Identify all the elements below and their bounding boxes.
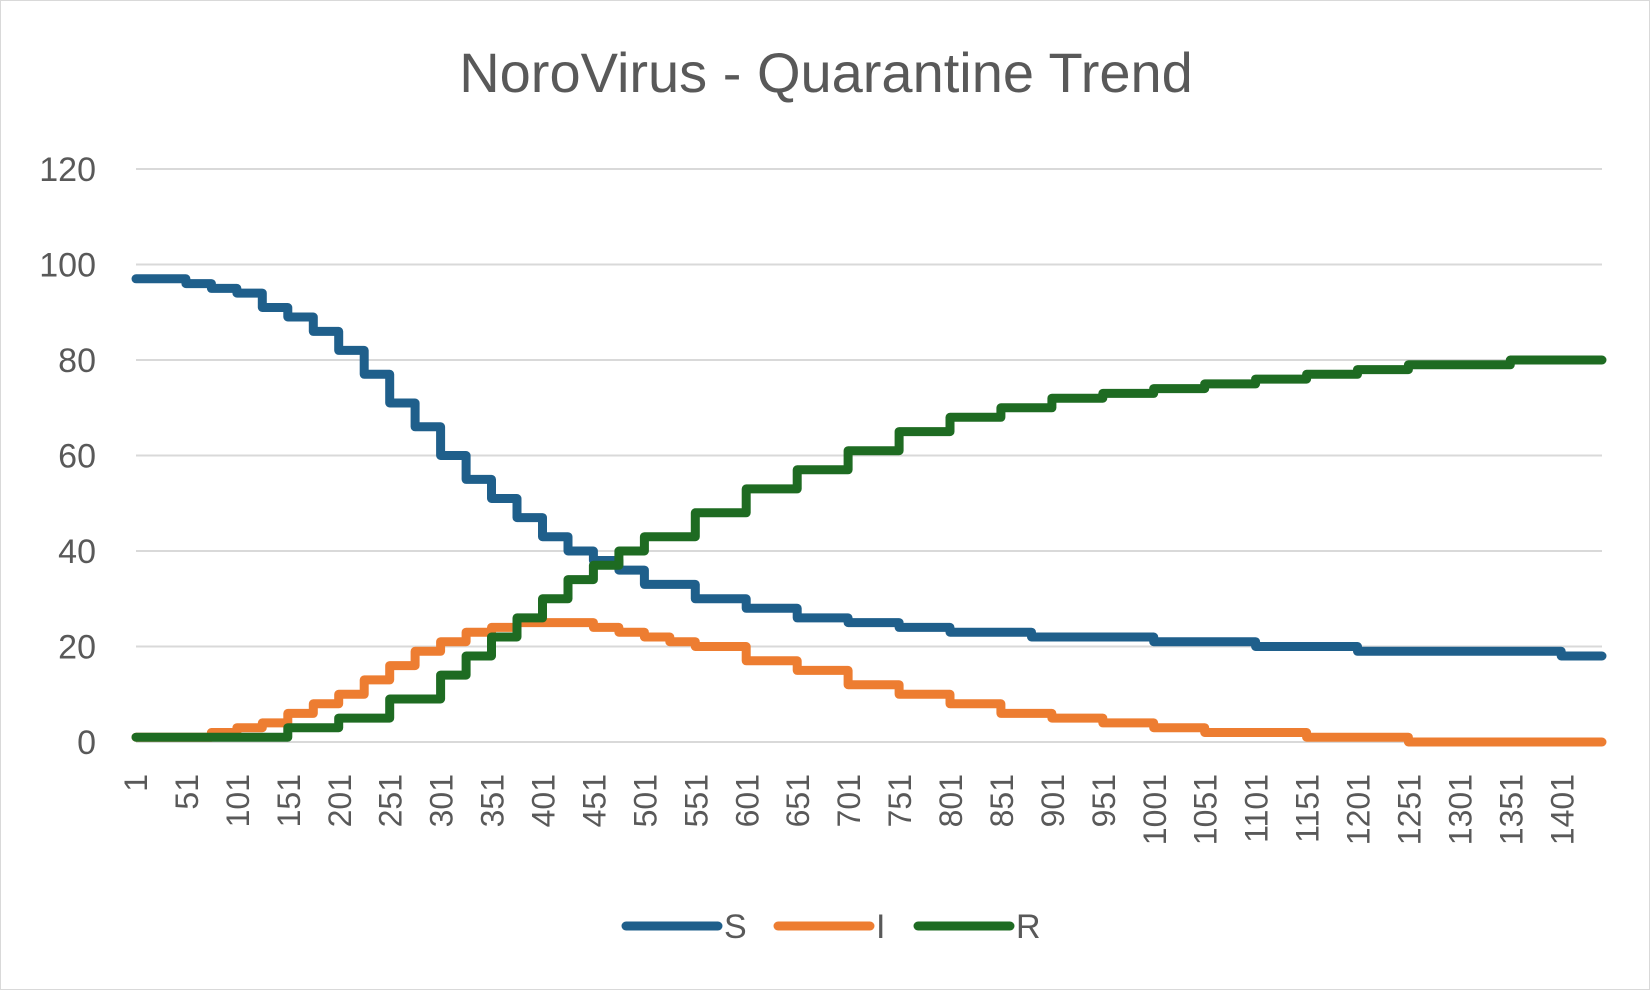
x-tick-label: 1001 [1137, 774, 1173, 845]
y-tick-label: 40 [58, 533, 96, 571]
x-tick-label: 601 [729, 774, 765, 827]
x-tick-label: 1401 [1544, 774, 1580, 845]
gridlines [136, 168, 1602, 743]
y-axis-ticks: 0 20 40 60 80 100 120 [39, 151, 96, 762]
x-tick-label: 51 [169, 774, 205, 810]
x-tick-label: 801 [933, 774, 969, 827]
x-axis-ticks: 1 51 101 151 201 251 301 351 401 451 501 551 601 651 7… [118, 774, 1580, 845]
x-tick-label: 151 [271, 774, 307, 827]
series-lines [131, 274, 1607, 747]
x-tick-label: 1351 [1493, 774, 1529, 845]
x-tick-label: 1101 [1239, 774, 1275, 843]
x-tick-label: 701 [831, 774, 867, 827]
x-tick-label: 1201 [1341, 774, 1377, 845]
x-tick-label: 651 [780, 774, 816, 827]
x-tick-label: 1051 [1188, 774, 1224, 845]
series-line-i [131, 618, 1607, 747]
y-tick-label: 0 [77, 724, 96, 762]
x-tick-label: 1301 [1442, 774, 1478, 845]
x-tick-label: 1151 [1290, 774, 1326, 843]
y-tick-label: 100 [39, 247, 96, 285]
y-tick-label: 20 [58, 629, 96, 667]
x-tick-label: 901 [1035, 774, 1071, 827]
legend-label-s: S [724, 908, 747, 946]
y-tick-label: 80 [58, 342, 96, 380]
x-tick-label: 951 [1086, 774, 1122, 827]
x-tick-label: 351 [475, 774, 511, 827]
x-tick-label: 101 [220, 774, 256, 827]
x-tick-label: 401 [526, 774, 562, 827]
x-tick-label: 501 [627, 774, 663, 827]
x-tick-label: 301 [424, 774, 460, 827]
series-line-r [131, 355, 1607, 742]
y-tick-label: 120 [39, 151, 96, 189]
x-tick-label: 251 [373, 774, 409, 827]
chart-title: NoroVirus - Quarantine Trend [459, 41, 1193, 104]
x-tick-label: 451 [576, 774, 612, 827]
x-tick-label: 1 [118, 774, 154, 792]
legend-label-r: R [1016, 908, 1041, 946]
x-tick-label: 201 [322, 774, 358, 827]
series-line-s [131, 274, 1607, 661]
legend-label-i: I [876, 908, 885, 946]
x-tick-label: 751 [882, 774, 918, 827]
x-tick-label: 551 [678, 774, 714, 827]
y-tick-label: 60 [58, 438, 96, 476]
x-tick-label: 1251 [1391, 774, 1427, 845]
x-tick-label: 851 [984, 774, 1020, 827]
